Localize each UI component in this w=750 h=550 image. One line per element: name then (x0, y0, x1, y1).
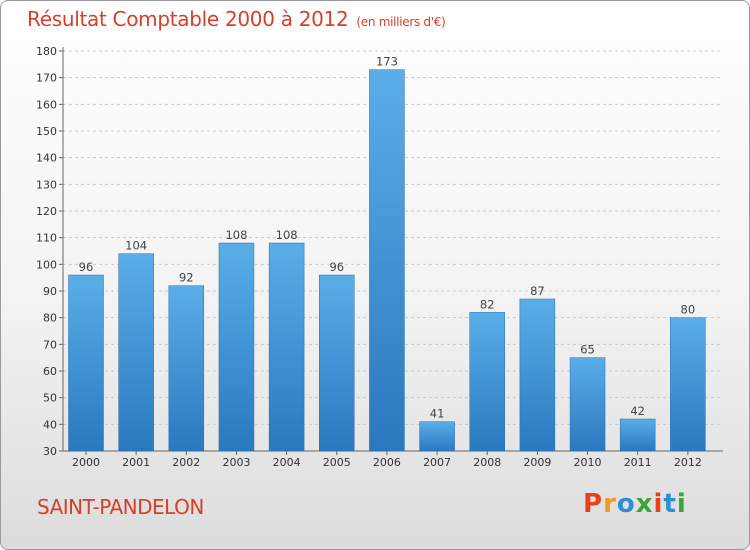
value-label-2008: 82 (480, 297, 495, 311)
value-label-2000: 96 (79, 260, 94, 274)
y-tick-label: 170 (36, 72, 57, 85)
bar-2000 (68, 274, 104, 452)
x-tick-label-2011: 2011 (624, 456, 652, 469)
y-tick-label: 100 (36, 258, 57, 271)
bar-2006 (369, 69, 405, 452)
chart-title-text: Résultat Comptable 2000 à 2012 (27, 7, 349, 31)
bar-2009 (519, 298, 556, 452)
x-tick-label-2012: 2012 (674, 456, 702, 469)
bar-2003 (218, 242, 255, 452)
value-labels: 96 104 92 108 108 96 173 41 82 87 65 42 80 (79, 55, 695, 421)
value-label-2012: 80 (681, 303, 696, 317)
y-tick-label: 140 (36, 152, 57, 165)
chart-title: Résultat Comptable 2000 à 2012 (en millie… (27, 7, 446, 31)
value-label-2007: 41 (430, 407, 445, 421)
town-name: SAINT-PANDELON (37, 495, 204, 519)
x-tick-label-2008: 2008 (473, 456, 501, 469)
value-label-2009: 87 (530, 284, 545, 298)
value-label-2004: 108 (276, 228, 298, 242)
y-tick-label: 60 (43, 365, 57, 378)
y-tick-label: 50 (43, 392, 57, 405)
bar-2010 (569, 357, 606, 452)
value-label-2005: 96 (329, 260, 344, 274)
bar-2007 (419, 421, 455, 452)
y-tick-label: 80 (43, 312, 57, 325)
x-tick-label-2010: 2010 (574, 456, 602, 469)
logo-letter: P (583, 489, 604, 519)
x-tick-label-2002: 2002 (172, 456, 200, 469)
x-tick-label-2007: 2007 (423, 456, 451, 469)
y-tick-label: 40 (43, 418, 57, 431)
logo-letter: t (663, 489, 677, 519)
y-tick-label: 110 (36, 232, 57, 245)
logo-letter: o (616, 489, 636, 519)
logo-letter: i (653, 489, 664, 519)
y-tick-label: 30 (43, 445, 57, 458)
x-tick-label-2001: 2001 (122, 456, 150, 469)
value-label-2003: 108 (225, 228, 247, 242)
value-label-2002: 92 (179, 271, 194, 285)
y-tick-label: 120 (36, 205, 57, 218)
value-label-2010: 65 (580, 343, 595, 357)
x-tick-label-2000: 2000 (72, 456, 100, 469)
x-tick-label-2006: 2006 (373, 456, 401, 469)
y-tick-label: 130 (36, 178, 57, 191)
y-tick-label: 150 (36, 125, 57, 138)
bars (68, 69, 706, 452)
bar-2002 (168, 285, 205, 452)
x-tick-label-2005: 2005 (323, 456, 351, 469)
y-tick-label: 160 (36, 98, 57, 111)
y-tick-label: 70 (43, 338, 57, 351)
x-tick-label-2004: 2004 (273, 456, 301, 469)
value-label-2001: 104 (125, 239, 147, 253)
chart-unit: (en milliers d'€) (356, 15, 446, 29)
logo-letter: i (676, 489, 687, 519)
value-label-2011: 42 (630, 404, 645, 418)
tick-labels: 30 40 50 60 70 80 90 100 110 120 130 140 150 160 170 18… (36, 45, 702, 469)
bar-2004 (268, 242, 305, 452)
x-tick-label-2003: 2003 (222, 456, 250, 469)
value-label-2006: 173 (376, 55, 398, 69)
proxiti-logo: Proxiti (583, 489, 687, 519)
y-tick-label: 180 (36, 45, 57, 58)
bar-2012 (670, 317, 706, 452)
logo-letter: r (603, 489, 617, 519)
bar-2011 (619, 418, 656, 452)
bar-2005 (319, 274, 355, 452)
bar-2008 (469, 312, 505, 452)
y-tick-label: 90 (43, 285, 57, 298)
bar-2001 (118, 253, 154, 452)
x-tick-label-2009: 2009 (523, 456, 551, 469)
logo-letter: x (635, 489, 654, 519)
